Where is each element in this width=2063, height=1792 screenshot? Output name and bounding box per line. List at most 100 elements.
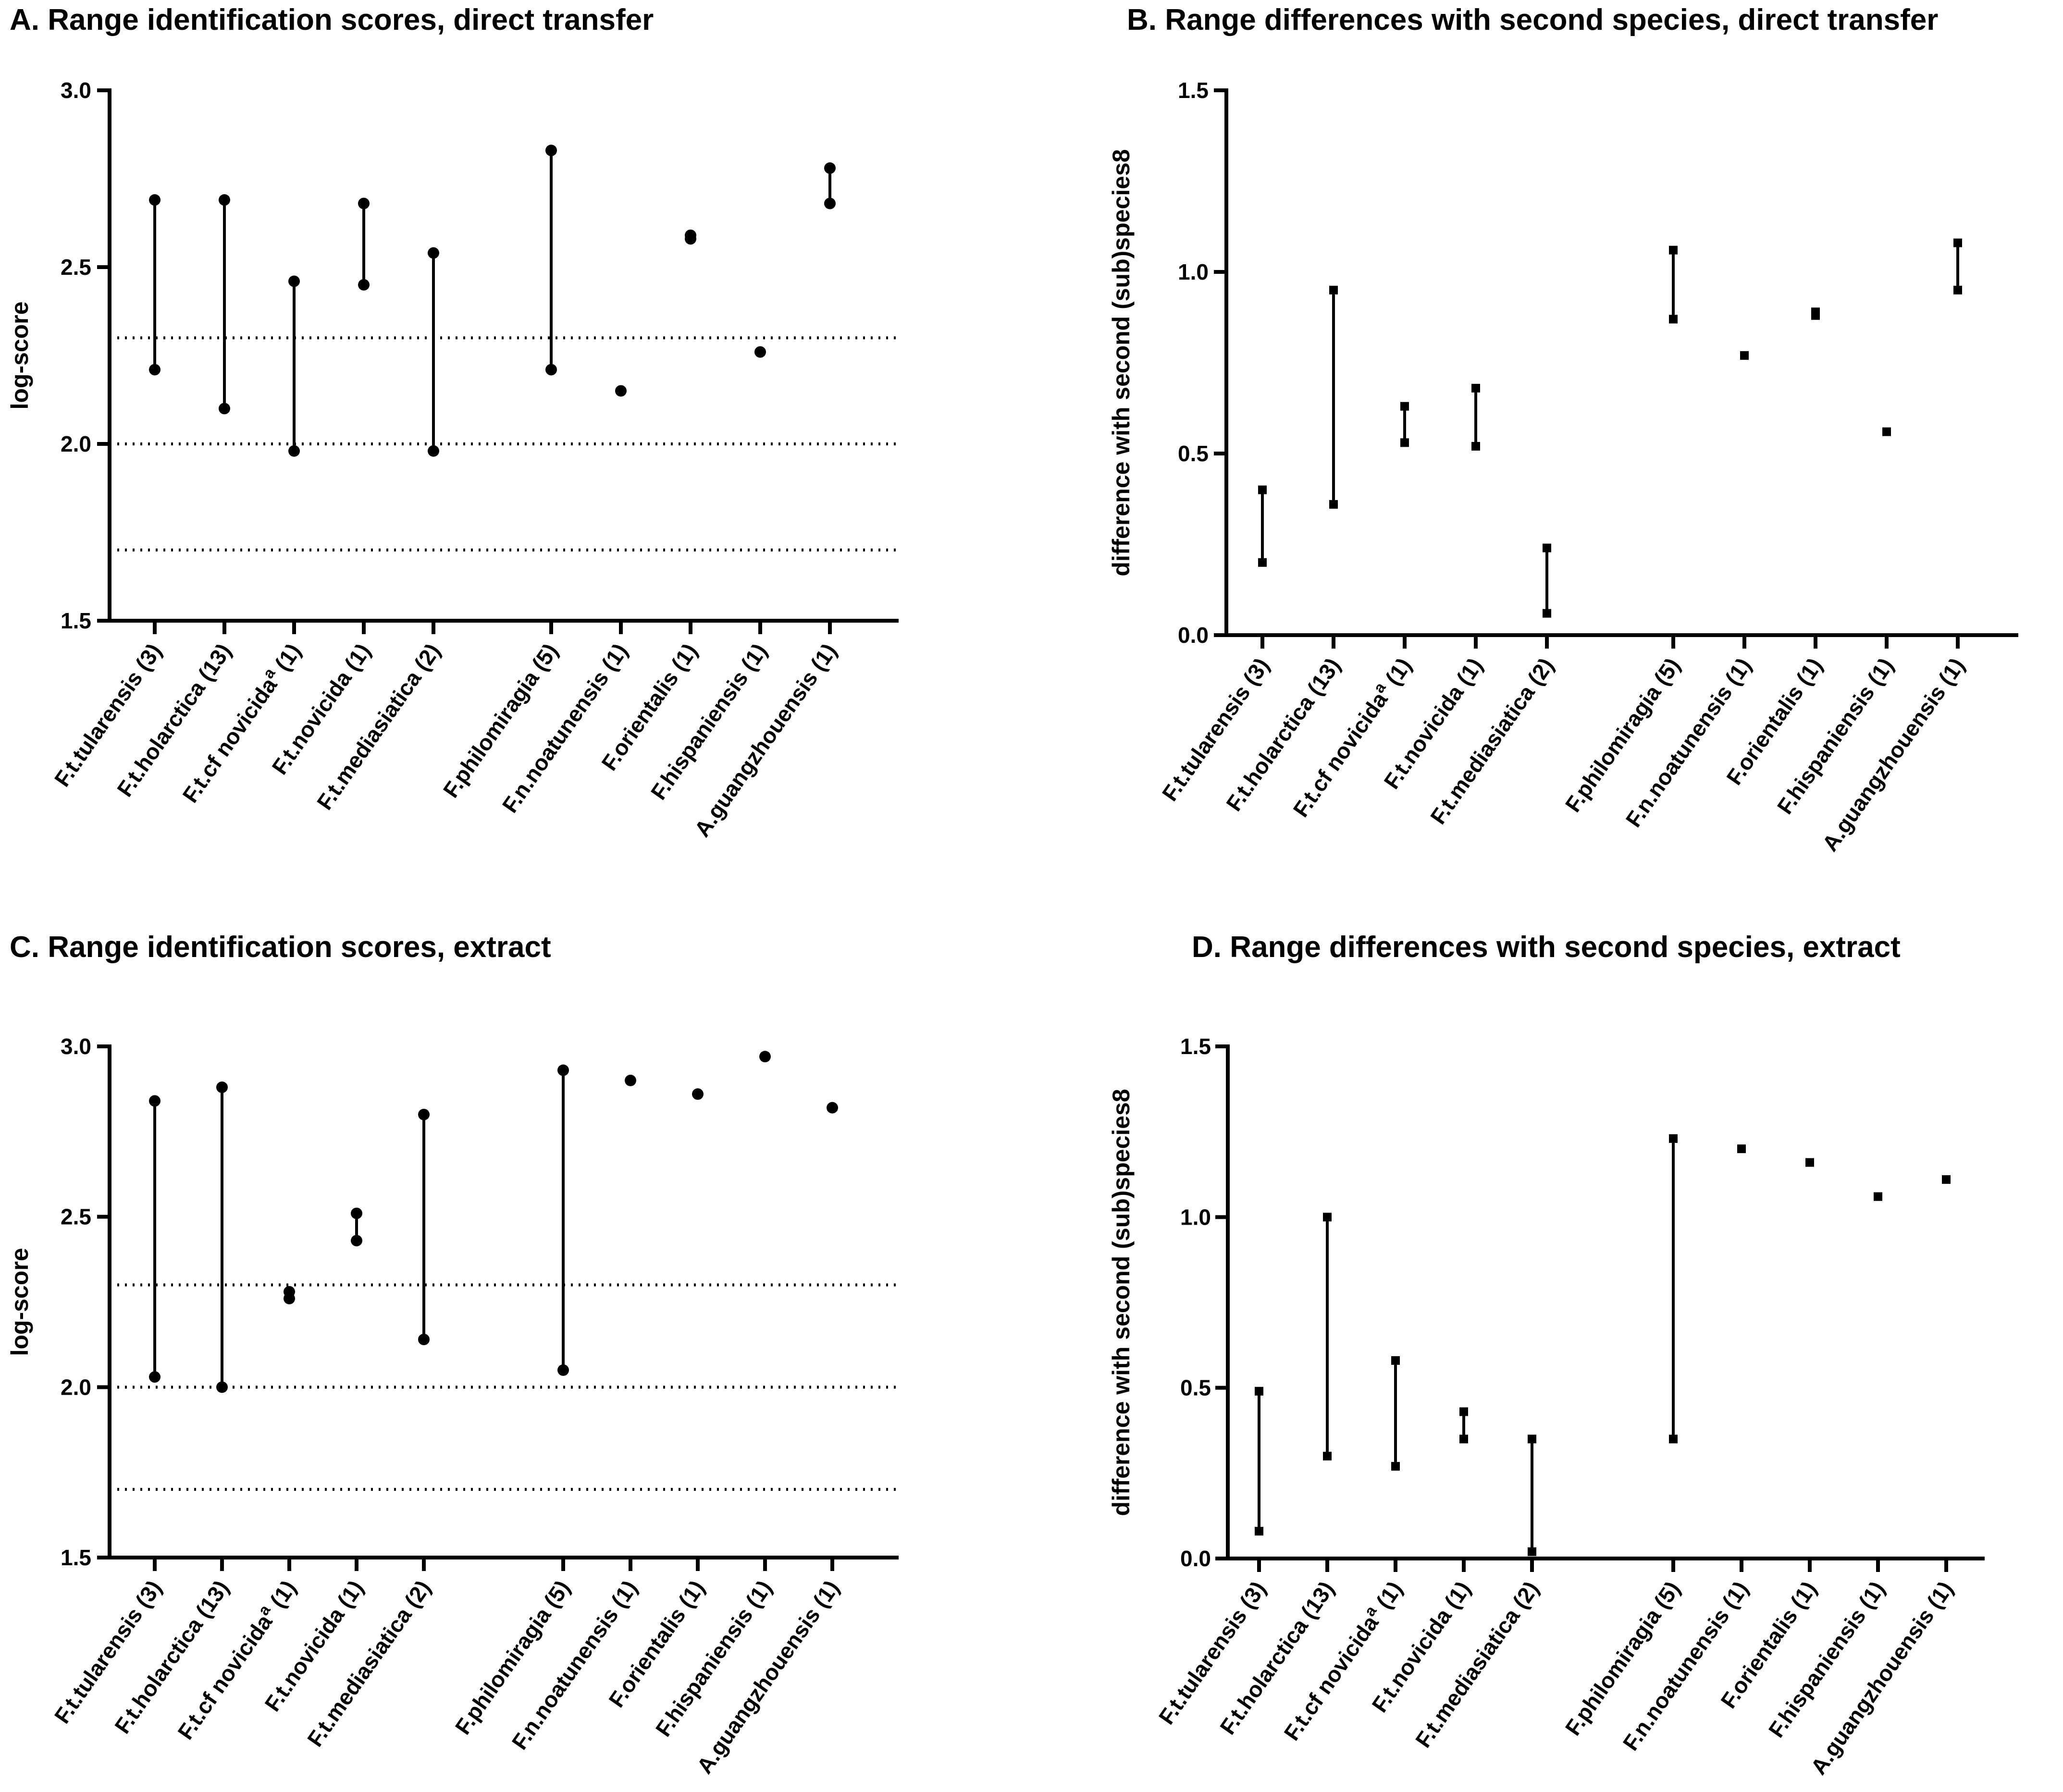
- category-label: F.t.cf novicidaa (1): [1286, 652, 1416, 822]
- min-point: [1543, 609, 1551, 618]
- min-point: [1391, 1462, 1400, 1471]
- category-label-text: F.t.mediasiatica (2): [302, 1576, 435, 1751]
- panel-a: A. Range identification scores, direct t…: [6, 3, 899, 841]
- y-tick-label: 0.5: [1180, 1375, 1211, 1400]
- y-axis-label: difference with second (sub)species8: [1108, 1089, 1135, 1516]
- category-label-text: F.t.mediasiatica (2): [312, 639, 445, 814]
- min-point: [428, 445, 439, 457]
- category-label: A.guangzhouensis (1): [1817, 653, 1969, 856]
- min-point: [358, 279, 370, 291]
- max-point: [428, 247, 439, 259]
- max-point: [1669, 1134, 1678, 1143]
- category-label: F.philomiragia (5): [450, 1576, 575, 1739]
- panel-title: B. Range differences with second species…: [1127, 3, 1938, 37]
- min-point: [149, 1371, 161, 1383]
- category-label-text: F.philomiragia (5): [450, 1576, 575, 1739]
- max-point: [1882, 427, 1891, 436]
- max-point: [1953, 238, 1962, 247]
- y-tick-label: 1.5: [61, 1545, 91, 1570]
- max-point: [1528, 1435, 1536, 1444]
- min-point: [557, 1364, 569, 1376]
- min-point: [1258, 558, 1267, 567]
- y-tick-label: 0.0: [1180, 1546, 1211, 1571]
- max-point: [351, 1207, 362, 1219]
- y-tick-label: 3.0: [61, 1034, 91, 1059]
- min-point: [1255, 1527, 1263, 1536]
- y-tick-label: 1.5: [61, 608, 91, 633]
- category-label-text: F.philomiragia (5): [1560, 1577, 1685, 1740]
- category-label: F.t.mediasiatica (2): [312, 639, 445, 814]
- max-point: [754, 346, 766, 358]
- min-point: [1329, 500, 1338, 509]
- category-label-text: F.t.mediasiatica (2): [1425, 653, 1558, 829]
- y-tick-label: 3.0: [61, 78, 91, 103]
- max-point: [1459, 1407, 1468, 1416]
- category-label: F.t.mediasiatica (2): [1425, 653, 1558, 829]
- max-point: [1669, 245, 1678, 255]
- category-label: F.n.noatunensis (1): [507, 1576, 642, 1754]
- min-point: [545, 364, 557, 376]
- max-point: [1805, 1158, 1814, 1167]
- min-point: [284, 1292, 295, 1304]
- max-point: [827, 1102, 838, 1114]
- max-point: [1329, 285, 1338, 295]
- y-tick-label: 1.5: [1178, 78, 1209, 103]
- category-label: F.n.noatunensis (1): [1621, 653, 1756, 832]
- min-point: [1323, 1451, 1332, 1461]
- min-point: [418, 1334, 430, 1346]
- max-point: [1737, 1144, 1746, 1154]
- category-label: F.t.cf novicidaa (1): [171, 1574, 301, 1744]
- category-label: F.t.cf novicidaa (1): [1277, 1575, 1407, 1745]
- category-label: F.philomiragia (5): [1560, 1577, 1685, 1740]
- category-label: F.t.mediasiatica (2): [1410, 1577, 1544, 1752]
- y-axis-label: difference with second (sub)species8: [1108, 149, 1135, 576]
- min-point: [685, 233, 696, 245]
- y-tick-label: 0.5: [1178, 441, 1209, 466]
- y-tick-label: 0.0: [1178, 623, 1209, 648]
- max-point: [557, 1064, 569, 1076]
- category-label-text: F.hispaniensis (1): [1764, 1577, 1890, 1742]
- y-tick-label: 1.5: [1180, 1034, 1211, 1059]
- max-point: [759, 1051, 771, 1063]
- max-point: [1740, 351, 1749, 360]
- min-point: [216, 1381, 228, 1393]
- y-tick-label: 2.5: [61, 1204, 91, 1229]
- y-tick-label: 1.0: [1178, 259, 1209, 284]
- min-point: [351, 1235, 362, 1247]
- max-point: [358, 197, 370, 209]
- category-label-text: F.t.mediasiatica (2): [1410, 1577, 1544, 1752]
- panel-c: C. Range identification scores, extract 1…: [6, 931, 899, 1778]
- max-point: [1255, 1387, 1263, 1396]
- max-point: [1258, 485, 1267, 494]
- max-point: [824, 162, 836, 174]
- max-point: [1543, 543, 1551, 552]
- min-point: [1400, 438, 1409, 447]
- category-label-text: F.t.holarctica (13): [110, 1576, 234, 1738]
- category-label-text: A.guangzhouensis (1): [1817, 653, 1969, 856]
- max-point: [1942, 1175, 1951, 1184]
- min-point: [1669, 315, 1678, 324]
- y-tick-label: 2.5: [61, 255, 91, 280]
- category-label-text: F.hispaniensis (1): [651, 1576, 777, 1741]
- max-point: [625, 1074, 636, 1086]
- min-point: [1459, 1435, 1468, 1444]
- panel-title: C. Range identification scores, extract: [10, 931, 551, 964]
- max-point: [1471, 383, 1480, 393]
- category-label: F.hispaniensis (1): [1764, 1577, 1890, 1742]
- min-point: [1953, 285, 1962, 295]
- max-point: [1400, 402, 1409, 411]
- panel-title: D. Range differences with second species…: [1192, 931, 1901, 964]
- max-point: [216, 1081, 228, 1093]
- category-label: F.n.noatunensis (1): [497, 639, 633, 817]
- y-axis-label: log-score: [6, 301, 33, 409]
- max-point: [219, 194, 230, 206]
- max-point: [615, 385, 627, 397]
- category-label: F.t.holarctica (13): [110, 1576, 234, 1738]
- min-point: [824, 197, 836, 209]
- category-label-text: A.guangzhouensis (1): [689, 639, 841, 841]
- category-label-text: F.n.noatunensis (1): [1621, 653, 1756, 832]
- min-point: [1811, 311, 1820, 320]
- category-label: F.hispaniensis (1): [651, 1576, 777, 1741]
- max-point: [149, 1095, 161, 1107]
